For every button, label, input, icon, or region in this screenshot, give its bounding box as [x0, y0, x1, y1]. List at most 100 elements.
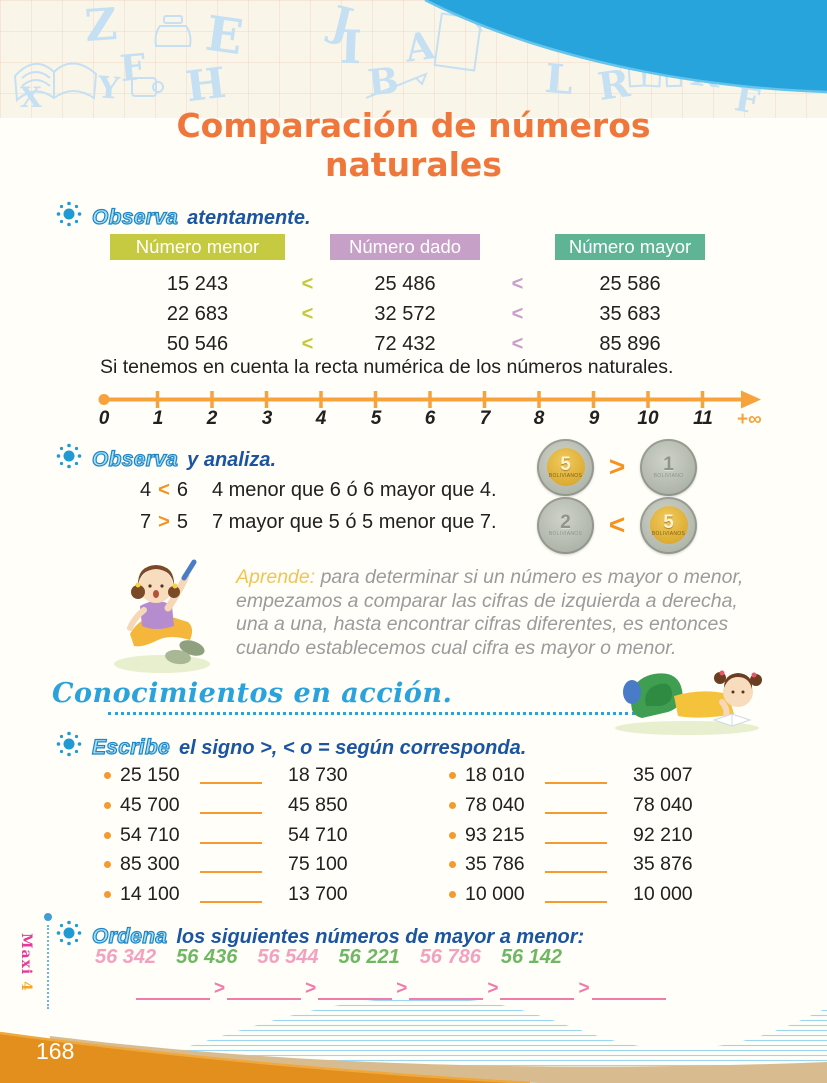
- answer-blank[interactable]: [136, 981, 210, 1000]
- column-header-dado: Número dado: [330, 234, 480, 260]
- number-line-labels: 0 1 2 3 4 5 6 7 8 9 10 11 +∞: [95, 408, 805, 434]
- coin-row: 2 BOLIVIANOS < 5 BOLIVIANOS: [537, 496, 697, 554]
- table-cell: 22 683: [166, 302, 229, 325]
- tick-label: 10: [637, 408, 659, 429]
- answer-blank[interactable]: [545, 886, 607, 904]
- answer-blank[interactable]: [200, 886, 262, 904]
- answer-blank[interactable]: [545, 827, 607, 844]
- bullet-icon: [104, 861, 111, 869]
- answer-blank[interactable]: [200, 827, 262, 844]
- page-title-line2: naturales: [325, 145, 502, 184]
- less-than-sign: <: [301, 332, 314, 355]
- tick-label: 4: [315, 408, 327, 429]
- coin-caption: BOLIVIANOS: [548, 530, 583, 537]
- page-title: Comparación de números naturales: [0, 106, 827, 184]
- ordena-number: 56 221: [338, 946, 400, 968]
- instruction-text: atentamente.: [187, 207, 311, 229]
- table-cell: 85 896: [599, 332, 661, 355]
- number: 4: [140, 479, 152, 501]
- tick-label: 8: [533, 408, 545, 429]
- exercise-number: 78 040: [465, 794, 525, 817]
- analysis-line: 7 >5 7 mayor que 5 ó 5 menor que 7.: [140, 511, 497, 534]
- keyword-observa: Observa: [91, 205, 179, 229]
- bullet-icon: [104, 802, 111, 810]
- tick-label: 0: [98, 408, 110, 429]
- answer-blank[interactable]: [545, 856, 607, 874]
- table-cell: 25 586: [599, 272, 661, 295]
- numberline-intro-text: Si tenemos en cuenta la recta numérica d…: [100, 356, 674, 378]
- sun-bullet-icon: [55, 919, 83, 952]
- coin-row: 5 BOLIVIANOS > 1 BOLIVIANO: [537, 438, 697, 496]
- instruction-text: y analiza.: [187, 449, 277, 471]
- greater-than-sign: >: [608, 451, 626, 482]
- answer-blank[interactable]: [200, 797, 262, 815]
- answer-blank[interactable]: [591, 981, 666, 1000]
- table-cell: 15 243: [166, 272, 229, 295]
- keyword-aprende: Aprende:: [236, 566, 316, 588]
- instruction-text: los siguientes números de mayor a menor:: [176, 926, 585, 948]
- exercise-number: 85 300: [120, 853, 180, 876]
- answer-blank[interactable]: [545, 767, 607, 785]
- exercise-number: 18 730: [288, 764, 348, 787]
- tick-label: 7: [479, 408, 491, 429]
- exercise-number: 25 150: [120, 764, 180, 787]
- less-than-sign: <: [608, 509, 626, 540]
- exercise-number: 78 040: [633, 794, 693, 817]
- instruction-text: el signo >, < o = según corresponda.: [178, 737, 527, 759]
- bullet-icon: [449, 861, 456, 869]
- keyword-ordena: Ordena: [91, 924, 168, 948]
- comparison-sign: >: [158, 511, 170, 533]
- exercise-number: 35 876: [633, 853, 693, 876]
- page-title-line1: Comparación de números: [176, 106, 651, 145]
- conocimientos-heading: Conocimientos en acción.: [52, 678, 453, 709]
- less-than-sign: <: [301, 272, 314, 295]
- greater-than-sign: >: [396, 978, 408, 999]
- exercise-number: 45 700: [120, 794, 180, 817]
- tick-label: 2: [206, 408, 218, 429]
- tick-label: 1: [152, 408, 164, 429]
- coin-1-boliviano: 1 BOLIVIANO: [640, 438, 697, 496]
- exercise-number: 14 100: [120, 883, 180, 906]
- ordena-number: 56 142: [500, 946, 563, 968]
- answer-blank[interactable]: [318, 981, 393, 1000]
- answer-blank[interactable]: [200, 856, 262, 874]
- exercise-number: 35 007: [633, 764, 693, 787]
- answer-blank[interactable]: [200, 767, 262, 785]
- tick-label: 3: [261, 408, 273, 429]
- sidebar-dotted-line: [47, 925, 49, 1009]
- coin-caption: BOLIVIANO: [653, 472, 684, 479]
- table-cell: 72 432: [374, 332, 436, 355]
- answer-blank[interactable]: [227, 981, 302, 1000]
- exercise-number: 75 100: [288, 853, 348, 876]
- section-escribe: Escribe el signo >, < o = según correspo…: [55, 726, 526, 760]
- tick-label: 6: [424, 408, 436, 429]
- coin-5-bolivianos: 5 BOLIVIANOS: [640, 496, 697, 554]
- footer-wave-artwork: [0, 997, 827, 1083]
- ordena-numbers: 56 342 56 436 56 544 56 221 56 786 56 14…: [95, 946, 562, 969]
- answer-blank[interactable]: [500, 981, 575, 1000]
- exercise-number: 93 215: [465, 823, 525, 846]
- exercise-column-left: 25 150 18 730 45 700 45 850 54 710 54 710 8…: [104, 761, 380, 909]
- section-ordena: Ordena los siguientes números de mayor a…: [55, 915, 584, 949]
- coin-value: 1: [663, 453, 674, 475]
- exercise-number: 54 710: [288, 823, 348, 846]
- keyword-observa: Observa: [91, 447, 179, 471]
- section-observa-2: Observa y analiza.: [55, 438, 276, 472]
- exercise-column-right: 18 010 35 007 78 040 78 040 93 215 92 210 3…: [449, 761, 725, 909]
- exercise-number: 92 210: [633, 823, 693, 846]
- edition-label: Maxi 4: [18, 933, 34, 992]
- exercise-number: 54 710: [120, 823, 180, 846]
- less-than-sign: <: [511, 272, 524, 295]
- answer-blank[interactable]: [545, 797, 607, 815]
- section-observa-1: Observa atentamente.: [55, 196, 311, 230]
- tick-label: 11: [693, 408, 713, 429]
- coin-caption: BOLIVIANOS: [548, 472, 583, 479]
- tick-label: 5: [370, 408, 382, 429]
- infinity-label: +∞: [737, 409, 762, 430]
- less-than-sign: <: [511, 302, 524, 325]
- sitting-girl-illustration: [114, 559, 210, 673]
- comparison-table: Número menor Número dado Número mayor 15…: [110, 234, 705, 359]
- greater-than-sign: >: [214, 978, 226, 999]
- tick-label: 9: [588, 408, 600, 429]
- number: 7: [140, 511, 152, 533]
